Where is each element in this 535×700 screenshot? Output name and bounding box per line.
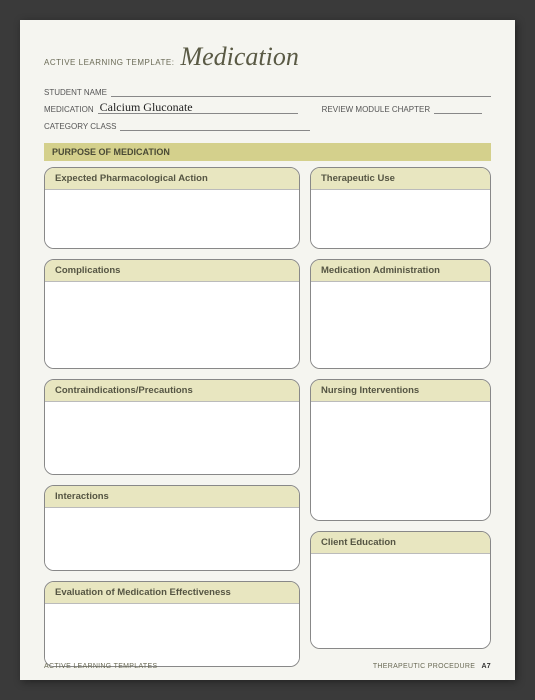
purpose-band: PURPOSE OF MEDICATION <box>44 143 491 161</box>
footer-right: THERAPEUTIC PROCEDURE A7 <box>373 663 491 670</box>
box-contra-head: Contraindications/Precautions <box>45 380 299 402</box>
box-expected: Expected Pharmacological Action <box>44 167 300 249</box>
title-prefix: ACTIVE LEARNING TEMPLATE: <box>44 58 174 67</box>
box-complications: Complications <box>44 259 300 369</box>
medication-label: MEDICATION <box>44 105 94 114</box>
box-nursing-head: Nursing Interventions <box>311 380 490 402</box>
box-client-ed-head: Client Education <box>311 532 490 554</box>
title-row: ACTIVE LEARNING TEMPLATE: Medication <box>44 42 491 72</box>
student-label: STUDENT NAME <box>44 88 107 97</box>
footer-page: A7 <box>481 663 491 670</box>
box-complications-head: Complications <box>45 260 299 282</box>
worksheet-page: ACTIVE LEARNING TEMPLATE: Medication STU… <box>20 20 515 680</box>
box-nursing-body[interactable] <box>311 402 490 520</box>
box-interactions: Interactions <box>44 485 300 571</box>
box-expected-head: Expected Pharmacological Action <box>45 168 299 190</box>
box-interactions-body[interactable] <box>45 508 299 570</box>
box-complications-body[interactable] <box>45 282 299 368</box>
box-client-ed-body[interactable] <box>311 554 490 648</box>
box-med-admin-body[interactable] <box>311 282 490 368</box>
left-column: Expected Pharmacological Action Complica… <box>44 167 300 667</box>
box-therapeutic: Therapeutic Use <box>310 167 491 249</box>
box-therapeutic-head: Therapeutic Use <box>311 168 490 190</box>
box-client-ed: Client Education <box>310 531 491 649</box>
medication-row: MEDICATION Calcium Gluconate REVIEW MODU… <box>44 103 491 114</box>
box-contra-body[interactable] <box>45 402 299 474</box>
box-nursing: Nursing Interventions <box>310 379 491 521</box>
footer-left: ACTIVE LEARNING TEMPLATES <box>44 663 157 670</box>
box-expected-body[interactable] <box>45 190 299 248</box>
student-line[interactable] <box>111 86 491 97</box>
page-title: Medication <box>180 42 298 72</box>
box-med-admin-head: Medication Administration <box>311 260 490 282</box>
footer-right-text: THERAPEUTIC PROCEDURE <box>373 663 475 670</box>
category-line[interactable] <box>120 120 310 131</box>
box-therapeutic-body[interactable] <box>311 190 490 248</box>
box-evaluation-head: Evaluation of Medication Effectiveness <box>45 582 299 604</box>
category-label: CATEGORY CLASS <box>44 122 116 131</box>
medication-line[interactable]: Calcium Gluconate <box>98 103 298 114</box>
category-row: CATEGORY CLASS <box>44 120 491 131</box>
review-label: REVIEW MODULE CHAPTER <box>322 105 430 114</box>
box-med-admin: Medication Administration <box>310 259 491 369</box>
student-row: STUDENT NAME <box>44 86 491 97</box>
box-interactions-head: Interactions <box>45 486 299 508</box>
footer: ACTIVE LEARNING TEMPLATES THERAPEUTIC PR… <box>44 663 491 670</box>
review-line[interactable] <box>434 103 482 114</box>
meta-block: STUDENT NAME MEDICATION Calcium Gluconat… <box>44 86 491 131</box>
box-grid: Expected Pharmacological Action Complica… <box>44 167 491 667</box>
box-evaluation-body[interactable] <box>45 604 299 666</box>
box-contra: Contraindications/Precautions <box>44 379 300 475</box>
medication-value: Calcium Gluconate <box>100 100 193 115</box>
right-column: Therapeutic Use Medication Administratio… <box>310 167 491 667</box>
box-evaluation: Evaluation of Medication Effectiveness <box>44 581 300 667</box>
